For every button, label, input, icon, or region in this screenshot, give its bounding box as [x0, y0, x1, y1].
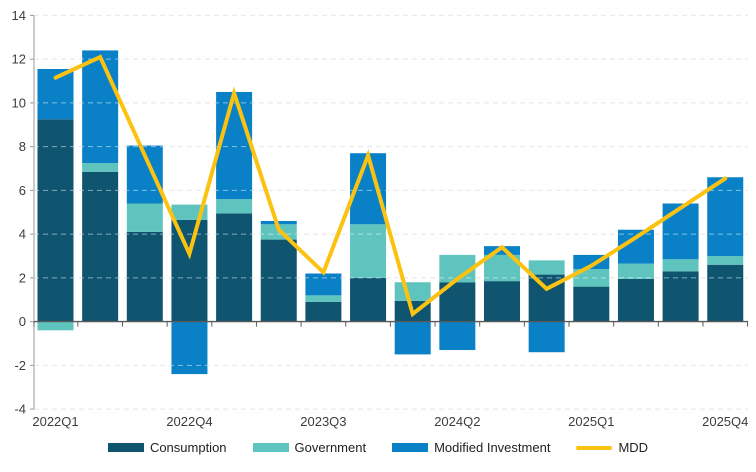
government-swatch-icon: [252, 443, 289, 452]
bar-segment-consumption: [617, 278, 654, 322]
bar-segment-government: [573, 269, 610, 287]
bar-segment-consumption: [216, 213, 253, 322]
bar-segment-consumption: [171, 219, 208, 322]
legend-label: Consumption: [149, 440, 227, 455]
chart-legend: Consumption Government Modified Investme…: [0, 440, 756, 455]
bar-segment-consumption: [305, 301, 342, 322]
legend-item-modified-investment: Modified Investment: [392, 440, 550, 455]
bar-segment-consumption: [707, 264, 744, 322]
bar-segment-consumption: [37, 119, 74, 322]
bar-segment-government: [126, 203, 163, 232]
bar-segment-modified-investment: [305, 273, 342, 296]
y-tick-label: 6: [19, 183, 26, 198]
y-tick-label: 14: [12, 8, 26, 23]
bar-segment-consumption: [126, 231, 163, 322]
bar-segment-modified-investment: [394, 321, 431, 355]
y-tick-label: -4: [14, 402, 26, 417]
legend-item-government: Government: [252, 440, 367, 455]
legend-item-mdd: MDD: [576, 440, 648, 455]
bar-segment-consumption: [260, 239, 297, 322]
consumption-swatch-icon: [107, 443, 144, 452]
legend-label: Modified Investment: [434, 440, 551, 455]
mdd-line-swatch-icon: [576, 445, 613, 450]
bar-segment-modified-investment: [484, 246, 520, 255]
bar-segment-government: [305, 295, 342, 302]
bar-segment-consumption: [82, 171, 119, 322]
x-tick-label: 2022Q1: [32, 414, 78, 429]
bar-segment-modified-investment: [662, 203, 699, 260]
bar-segment-government: [707, 255, 744, 265]
legend-item-consumption: Consumption: [107, 440, 227, 455]
bar-segment-consumption: [573, 286, 610, 322]
bar-segment-government: [528, 260, 565, 275]
x-tick-label: 2024Q2: [434, 414, 480, 429]
bar-segment-government: [37, 321, 74, 331]
bar-segment-government: [394, 282, 431, 301]
bar-segment-government: [350, 224, 387, 278]
bar-segment-modified-investment: [260, 220, 297, 225]
x-tick-label: 2023Q3: [300, 414, 346, 429]
y-tick-label: 10: [12, 95, 26, 110]
x-tick-label: 2025Q1: [568, 414, 614, 429]
y-tick-label: -2: [14, 358, 26, 373]
mdd-line: [53, 54, 728, 318]
y-tick-label: 4: [19, 227, 26, 242]
bar-segment-modified-investment: [216, 91, 253, 200]
y-tick-label: 0: [19, 314, 26, 329]
bar-segment-modified-investment: [439, 321, 476, 351]
x-tick-label: 2025Q4: [702, 414, 748, 429]
stacked-bar-chart: 14 12 10 8 6 4 2 0 -2 -4 2022Q1 2022Q4 2023Q3 2024Q2 2…: [12, 8, 749, 429]
y-tick-label: 2: [19, 270, 26, 285]
bar-segment-government: [662, 259, 699, 272]
bar-segment-modified-investment: [528, 321, 565, 353]
legend-label: MDD: [618, 440, 649, 455]
bar-segment-consumption: [350, 277, 387, 322]
bar-segment-consumption: [662, 271, 699, 322]
legend-label: Government: [294, 440, 367, 455]
x-tick-label: 2022Q4: [166, 414, 212, 429]
modified-investment-swatch-icon: [392, 443, 429, 452]
bar-segment-government: [216, 199, 253, 214]
y-tick-label: 8: [19, 139, 26, 154]
bar-segment-modified-investment: [82, 50, 119, 164]
bar-segment-modified-investment: [171, 321, 208, 375]
bar-segment-government: [82, 163, 119, 172]
bar-segment-consumption: [484, 281, 520, 322]
y-tick-label: 12: [12, 52, 26, 67]
bar-segment-government: [617, 263, 654, 279]
